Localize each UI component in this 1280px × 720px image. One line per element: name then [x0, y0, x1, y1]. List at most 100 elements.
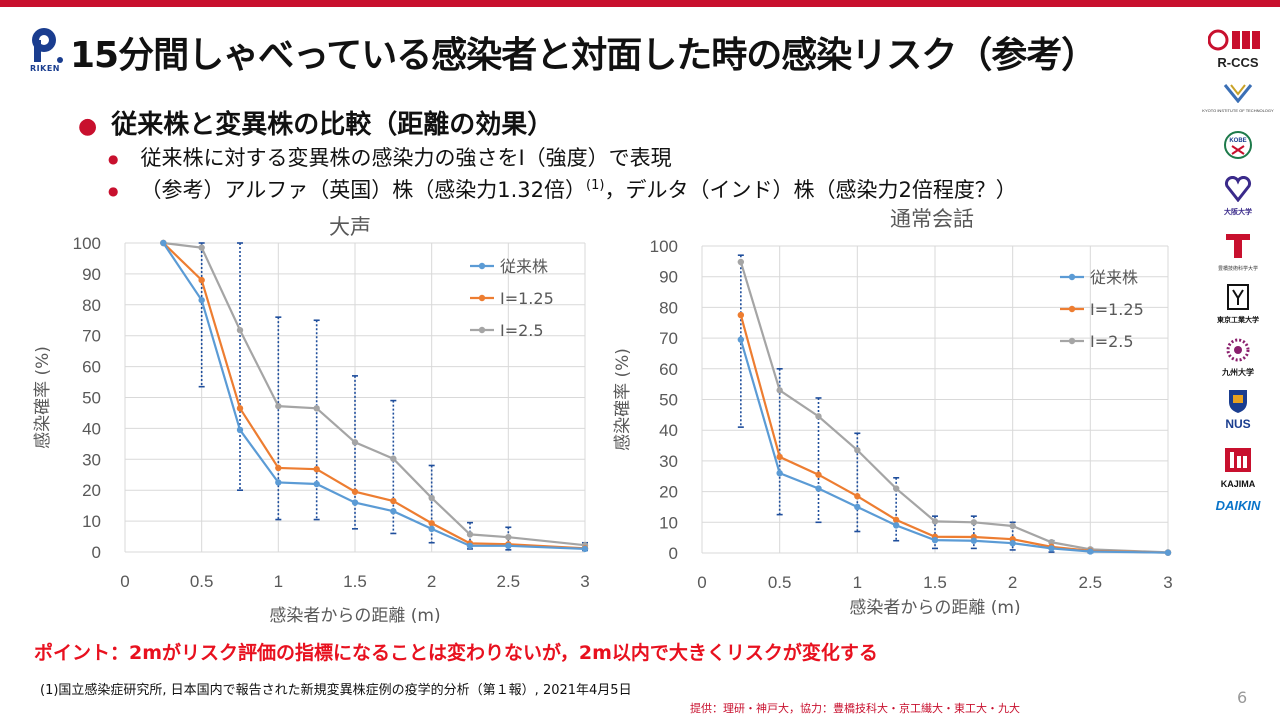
bullet-dot-icon: ●: [108, 184, 119, 198]
daikin-logo-text: DAIKIN: [1215, 498, 1261, 513]
normal-series-point-0: [931, 536, 939, 544]
loud-series-point-2: [236, 326, 244, 334]
normal-series-point-1: [854, 493, 861, 500]
kajima-logo-text: KAJIMA: [1220, 479, 1256, 489]
sub-bullet-2-text-post: ，デルタ（インド）株（感染力2倍程度？）: [604, 178, 1017, 202]
loud-series-point-2: [275, 402, 282, 410]
toyohashi-logo: 豊橋技術科学大学: [1196, 232, 1280, 272]
normal-ytick-label: 80: [659, 298, 678, 317]
sub-bullet-2-text-pre: （参考）アルファ（英国）株（感染力1.32倍）: [140, 178, 587, 202]
normal-ytick-label: 40: [659, 421, 678, 440]
bullet-dot-icon: ●: [108, 152, 119, 166]
normal-xtick-label: 2: [1008, 573, 1017, 592]
normal-xtick-label: 0: [697, 573, 706, 592]
normal-xtick-label: 2.5: [1079, 573, 1103, 592]
loud-series-point-1: [390, 497, 397, 505]
loud-series-point-0: [351, 499, 359, 506]
normal-legend-marker: [1068, 337, 1076, 345]
loud-xtick-label: 1: [274, 572, 283, 591]
loud-series-point-2: [313, 405, 320, 412]
kobe-logo: KOBE: [1196, 130, 1280, 165]
normal-series-point-2: [1009, 522, 1016, 530]
page-title: 15分間しゃべっている感染者と対面した時の感染リスク（参考）: [70, 35, 1097, 76]
loud-xtick-label: 0.5: [190, 572, 214, 591]
loud-chart: 0 10 20 30 40 50 60 70 80 90 100 0 0.5 1 1.5 2 2.5 3 大声感染者…: [33, 215, 590, 626]
normal-series-point-0: [1009, 539, 1016, 547]
riken-logo-text: RIKEN: [30, 64, 60, 73]
normal-series-point-1: [776, 453, 783, 461]
loud-xtick-label: 3: [580, 572, 589, 591]
loud-series-point-0: [466, 542, 474, 550]
normal-legend-marker: [1068, 305, 1076, 313]
normal-xtick-label: 1: [853, 573, 862, 592]
loud-legend-marker: [478, 262, 486, 270]
normal-series-point-2: [776, 387, 783, 394]
normal-ytick-label: 10: [659, 513, 678, 532]
normal-series-line-0: [739, 339, 1169, 554]
kyoto-tech-logo-text: KYOTO INSTITUTE OF TECHNOLOGY: [1202, 108, 1274, 113]
loud-series-point-1: [198, 276, 205, 284]
loud-series-point-1: [428, 520, 435, 527]
loud-xtick-label: 0: [120, 572, 129, 591]
normal-series-point-0: [815, 485, 822, 492]
normal-ytick-label: 0: [669, 544, 678, 563]
loud-ytick-label: 50: [82, 389, 101, 408]
normal-ytick-label: 30: [659, 452, 678, 471]
normal-chart: 0 10 20 30 40 50 60 70 80 90 100 0 0.5 1 1.5 2 2.5 3 通常会話感…: [613, 207, 1173, 618]
loud-series-point-0: [390, 508, 397, 515]
loud-series-point-0: [505, 542, 512, 550]
normal-chart-title: 通常会話: [890, 207, 974, 231]
loud-xtick-label: 2: [427, 572, 436, 591]
daikin-logo: DAIKIN: [1196, 498, 1280, 513]
loud-ytick-label: 60: [82, 358, 101, 377]
partner-logos: R-CCS KYOTO INSTITUTE OF TECHNOLOGY KOBE…: [1196, 28, 1280, 528]
normal-series-point-2: [737, 258, 745, 266]
normal-y-axis-label: 感染確率 (%): [613, 348, 633, 451]
toyohashi-logo-text: 豊橋技術科学大学: [1217, 266, 1258, 272]
normal-xtick-label: 0.5: [768, 573, 792, 592]
loud-series-point-0: [428, 525, 435, 533]
osaka-logo: 大阪大学: [1196, 175, 1280, 217]
normal-legend-marker: [1068, 273, 1076, 281]
riken-logo: RIKEN: [30, 26, 66, 74]
normal-series-point-2: [1048, 539, 1055, 546]
normal-xtick-label: 1.5: [923, 573, 947, 592]
loud-series-point-0: [236, 426, 244, 434]
reference-note: (1)国立感染症研究所, 日本国内で報告された新規変異株症例の疫学的分析（第１報…: [40, 683, 632, 698]
loud-ytick-label: 10: [82, 512, 101, 531]
rccs-logo-text: R-CCS: [1217, 55, 1259, 70]
kyoto-tech-logo: KYOTO INSTITUTE OF TECHNOLOGY: [1196, 83, 1280, 113]
loud-x-axis-label: 感染者からの距離 (m): [269, 606, 440, 626]
rccs-logo: R-CCS: [1196, 28, 1280, 70]
normal-xtick-label: 3: [1163, 573, 1172, 592]
normal-series-point-2: [815, 413, 822, 420]
loud-series-point-1: [236, 405, 244, 412]
normal-series-point-0: [1164, 549, 1172, 556]
normal-series-point-1: [815, 471, 822, 478]
loud-ytick-label: 100: [73, 234, 101, 253]
normal-series-point-0: [1087, 548, 1094, 555]
normal-ytick-label: 20: [659, 483, 678, 502]
normal-series-point-2: [970, 519, 978, 526]
loud-legend-label: I=2.5: [500, 321, 544, 340]
loud-series-point-0: [313, 480, 320, 488]
sub-bullet-2: ● （参考）アルファ（英国）株（感染力1.32倍）(1)，デルタ（インド）株（感染…: [108, 174, 1017, 204]
sub-bullet-1-text: 従来株に対する変異株の感染力の強さをI（強度）で表現: [140, 146, 672, 170]
normal-series-point-0: [737, 336, 745, 343]
loud-series-point-2: [351, 439, 359, 446]
normal-series-point-2: [854, 446, 861, 454]
normal-ytick-label: 90: [659, 268, 678, 287]
loud-ytick-label: 40: [82, 419, 101, 438]
normal-ytick-label: 100: [650, 237, 678, 256]
kyushu-logo-text: 九州大学: [1222, 368, 1254, 377]
normal-series-point-0: [970, 537, 978, 544]
loud-ytick-label: 80: [82, 296, 101, 315]
loud-series-point-2: [505, 533, 512, 541]
normal-series-point-2: [892, 485, 900, 492]
normal-series-point-1: [892, 516, 900, 524]
loud-ytick-label: 0: [92, 543, 101, 562]
loud-legend-label: 従来株: [500, 257, 548, 276]
normal-series-point-0: [776, 469, 783, 477]
loud-series-point-1: [275, 464, 282, 472]
